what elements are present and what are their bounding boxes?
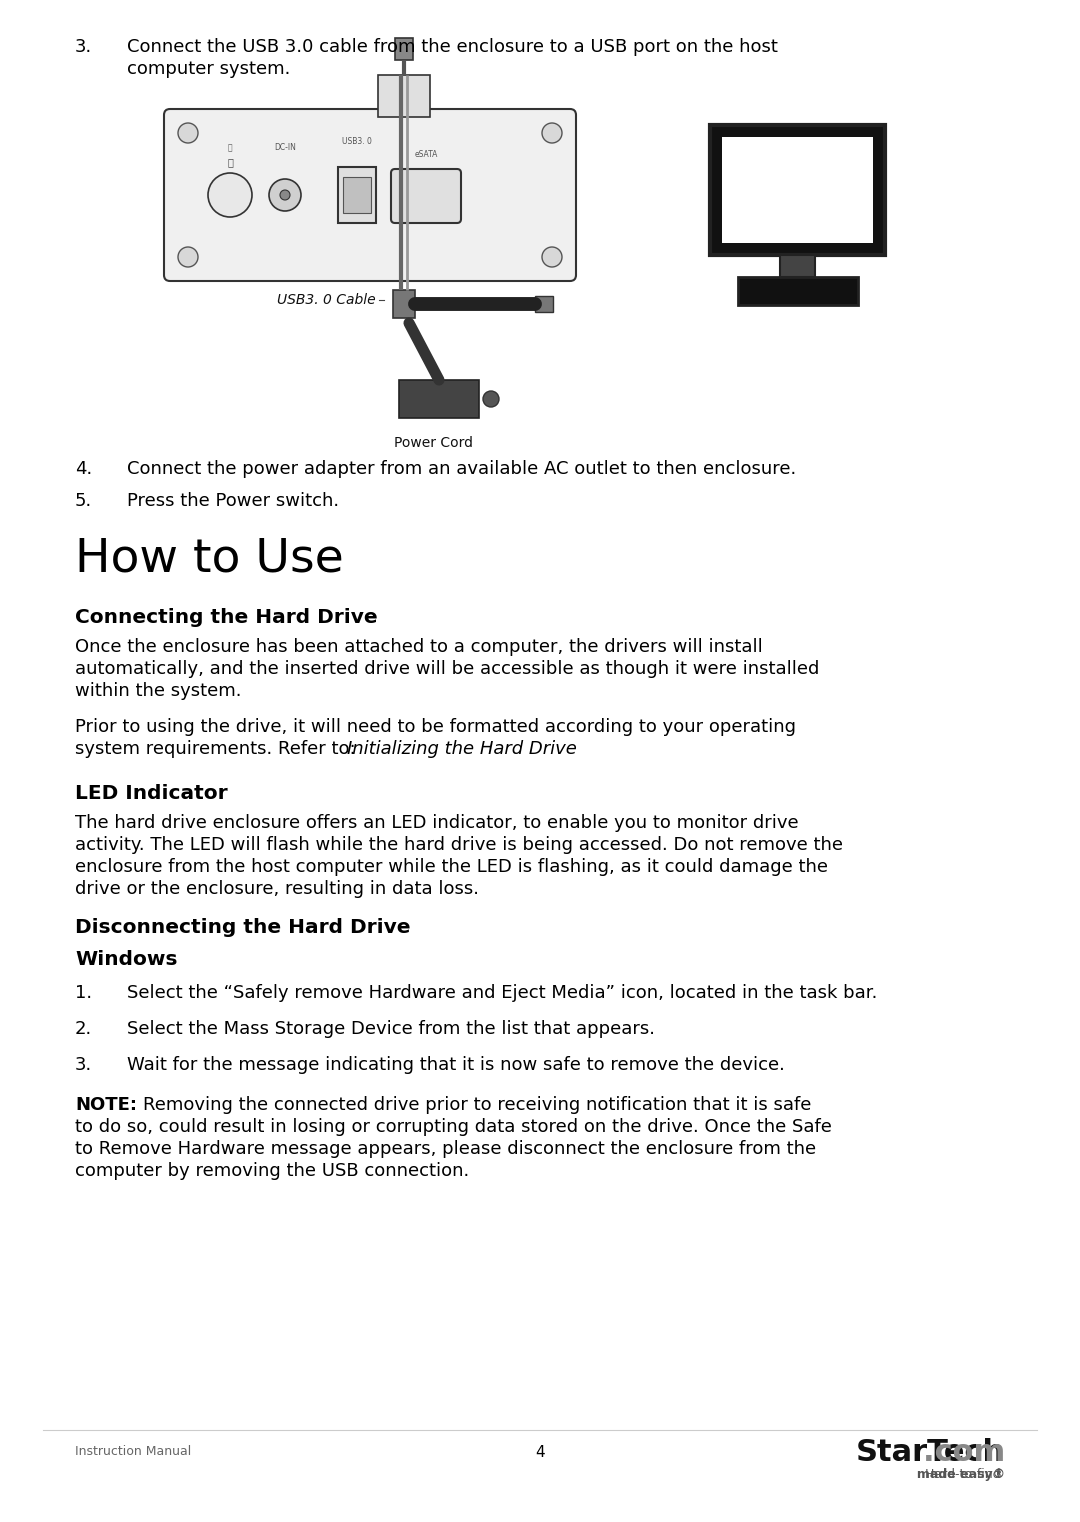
Bar xyxy=(723,137,873,244)
Text: Disconnecting the Hard Drive: Disconnecting the Hard Drive xyxy=(75,918,410,938)
Text: StarTech: StarTech xyxy=(855,1438,1005,1467)
Circle shape xyxy=(208,174,252,218)
Text: USB3. 0: USB3. 0 xyxy=(342,137,372,146)
Bar xyxy=(738,277,858,304)
Text: 1.: 1. xyxy=(75,985,92,1001)
Text: within the system.: within the system. xyxy=(75,682,242,700)
Text: computer system.: computer system. xyxy=(127,59,291,78)
Circle shape xyxy=(178,247,198,266)
Text: LED Indicator: LED Indicator xyxy=(75,784,228,804)
Text: made easy®: made easy® xyxy=(860,1469,1005,1481)
Circle shape xyxy=(269,180,301,212)
Text: DC-IN: DC-IN xyxy=(274,143,296,152)
Text: Wait for the message indicating that it is now safe to remove the device.: Wait for the message indicating that it … xyxy=(127,1056,785,1075)
Text: activity. The LED will flash while the hard drive is being accessed. Do not remo: activity. The LED will flash while the h… xyxy=(75,836,843,854)
Text: Initializing the Hard Drive: Initializing the Hard Drive xyxy=(347,740,577,758)
Text: 3.: 3. xyxy=(75,1056,92,1075)
Text: Removing the connected drive prior to receiving notification that it is safe: Removing the connected drive prior to re… xyxy=(143,1096,811,1114)
Bar xyxy=(710,125,885,256)
Text: to Remove Hardware message appears, please disconnect the enclosure from the: to Remove Hardware message appears, plea… xyxy=(75,1140,816,1158)
Text: system requirements. Refer to:: system requirements. Refer to: xyxy=(75,740,362,758)
Text: computer by removing the USB connection.: computer by removing the USB connection. xyxy=(75,1161,469,1180)
Text: Power Cord: Power Cord xyxy=(394,435,473,451)
Text: Windows: Windows xyxy=(75,950,177,970)
Text: enclosure from the host computer while the LED is flashing, as it could damage t: enclosure from the host computer while t… xyxy=(75,858,828,877)
Text: Once the enclosure has been attached to a computer, the drivers will install: Once the enclosure has been attached to … xyxy=(75,638,762,656)
Bar xyxy=(393,291,415,318)
Text: ⏻: ⏻ xyxy=(227,157,233,167)
Text: .com: .com xyxy=(838,1438,1005,1467)
Text: Hard-to-find: Hard-to-find xyxy=(926,1469,1005,1481)
Text: 5.: 5. xyxy=(75,492,92,510)
Text: 4: 4 xyxy=(536,1444,544,1460)
Text: Instruction Manual: Instruction Manual xyxy=(75,1444,191,1458)
Text: USB3. 0 Cable: USB3. 0 Cable xyxy=(278,294,376,307)
Text: 2.: 2. xyxy=(75,1020,92,1038)
Text: Press the Power switch.: Press the Power switch. xyxy=(127,492,339,510)
Bar xyxy=(780,256,815,277)
Bar xyxy=(378,75,430,117)
Circle shape xyxy=(280,190,291,199)
Text: automatically, and the inserted drive will be accessible as though it were insta: automatically, and the inserted drive wi… xyxy=(75,661,820,677)
Text: Connecting the Hard Drive: Connecting the Hard Drive xyxy=(75,607,378,627)
Bar xyxy=(343,177,372,213)
Bar xyxy=(535,295,553,312)
Circle shape xyxy=(178,123,198,143)
Text: The hard drive enclosure offers an LED indicator, to enable you to monitor drive: The hard drive enclosure offers an LED i… xyxy=(75,814,798,833)
Bar xyxy=(338,167,376,224)
Bar xyxy=(395,38,413,59)
Text: How to Use: How to Use xyxy=(75,536,343,581)
Text: Select the “Safely remove Hardware and Eject Media” icon, located in the task ba: Select the “Safely remove Hardware and E… xyxy=(127,985,877,1001)
Text: Select the Mass Storage Device from the list that appears.: Select the Mass Storage Device from the … xyxy=(127,1020,654,1038)
Text: 3.: 3. xyxy=(75,38,92,56)
Text: ⏻: ⏻ xyxy=(228,143,232,152)
FancyBboxPatch shape xyxy=(391,169,461,224)
FancyBboxPatch shape xyxy=(164,110,576,282)
Circle shape xyxy=(483,391,499,406)
Text: Connect the USB 3.0 cable from the enclosure to a USB port on the host: Connect the USB 3.0 cable from the enclo… xyxy=(127,38,778,56)
Text: eSATA: eSATA xyxy=(415,151,437,158)
Circle shape xyxy=(542,247,562,266)
Text: NOTE:: NOTE: xyxy=(75,1096,137,1114)
Text: 4.: 4. xyxy=(75,460,92,478)
Bar xyxy=(399,380,480,419)
Text: drive or the enclosure, resulting in data loss.: drive or the enclosure, resulting in dat… xyxy=(75,880,480,898)
Text: Connect the power adapter from an available AC outlet to then enclosure.: Connect the power adapter from an availa… xyxy=(127,460,796,478)
Text: to do so, could result in losing or corrupting data stored on the drive. Once th: to do so, could result in losing or corr… xyxy=(75,1119,832,1135)
Text: Prior to using the drive, it will need to be formatted according to your operati: Prior to using the drive, it will need t… xyxy=(75,718,796,737)
Circle shape xyxy=(542,123,562,143)
